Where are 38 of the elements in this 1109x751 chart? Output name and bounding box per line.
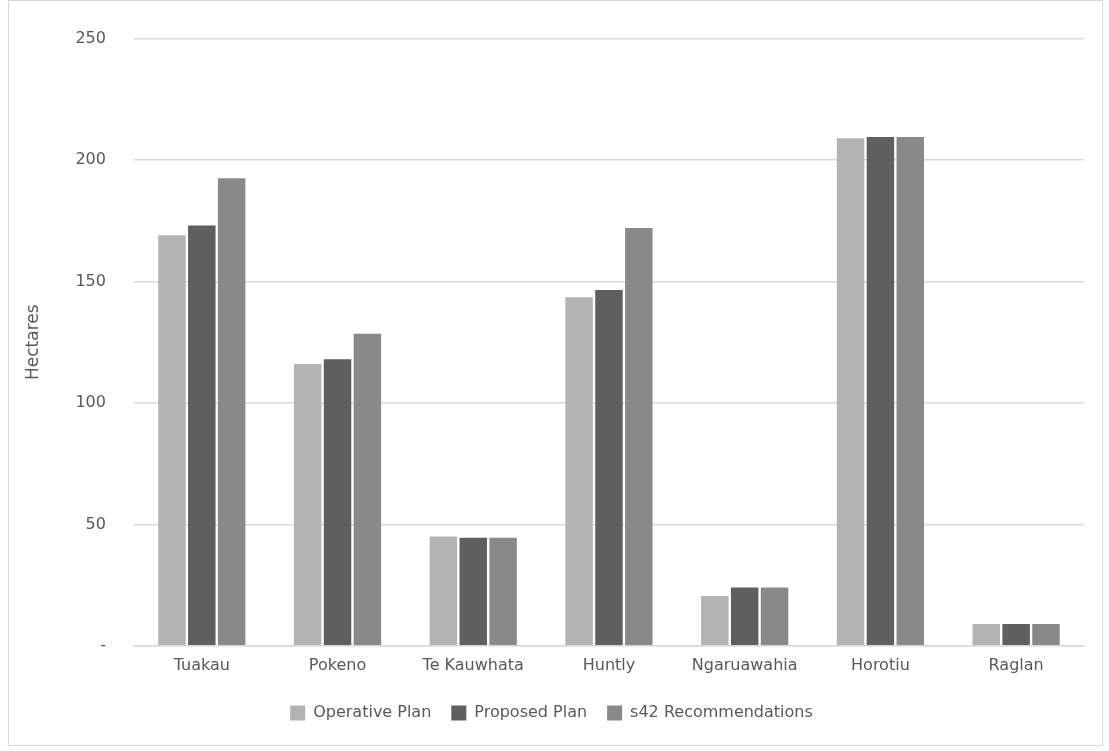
x-tick-label: Ngaruawahia xyxy=(691,654,798,674)
y-tick-label: 250 xyxy=(75,27,106,47)
y-tick-label: 50 xyxy=(85,513,106,533)
bar xyxy=(188,225,216,646)
legend-label: s42 Recommendations xyxy=(630,702,813,722)
y-tick-label: 100 xyxy=(75,392,106,412)
bar xyxy=(429,536,458,646)
bar xyxy=(595,289,623,646)
bar xyxy=(565,297,593,646)
bar xyxy=(217,178,246,646)
bar xyxy=(760,587,789,646)
y-tick-label: - xyxy=(100,634,106,654)
bar xyxy=(489,537,517,646)
bar xyxy=(836,138,865,646)
bar xyxy=(730,587,759,646)
bar xyxy=(323,359,352,646)
bar xyxy=(353,333,382,646)
x-tick-label: Tuakau xyxy=(172,654,230,674)
bar xyxy=(972,623,1001,646)
bar xyxy=(896,136,925,646)
legend-label: Proposed Plan xyxy=(474,702,588,722)
y-axis-title: Hectares xyxy=(21,304,42,380)
bar xyxy=(293,364,322,646)
bar xyxy=(701,596,729,646)
y-tick-label: 150 xyxy=(75,270,106,290)
legend-label: Operative Plan xyxy=(313,702,432,722)
bar xyxy=(625,228,653,646)
x-tick-label: Pokeno xyxy=(308,654,367,674)
x-tick-label: Huntly xyxy=(582,654,636,674)
y-tick-label: 200 xyxy=(75,149,106,169)
x-tick-label: Te Kauwhata xyxy=(421,654,524,674)
bar xyxy=(866,136,895,646)
x-tick-label: Raglan xyxy=(988,654,1044,674)
bar xyxy=(1032,623,1060,646)
bar xyxy=(158,235,186,646)
bar xyxy=(459,537,487,646)
bar xyxy=(1002,623,1030,646)
x-tick-label: Horotiu xyxy=(851,654,910,674)
